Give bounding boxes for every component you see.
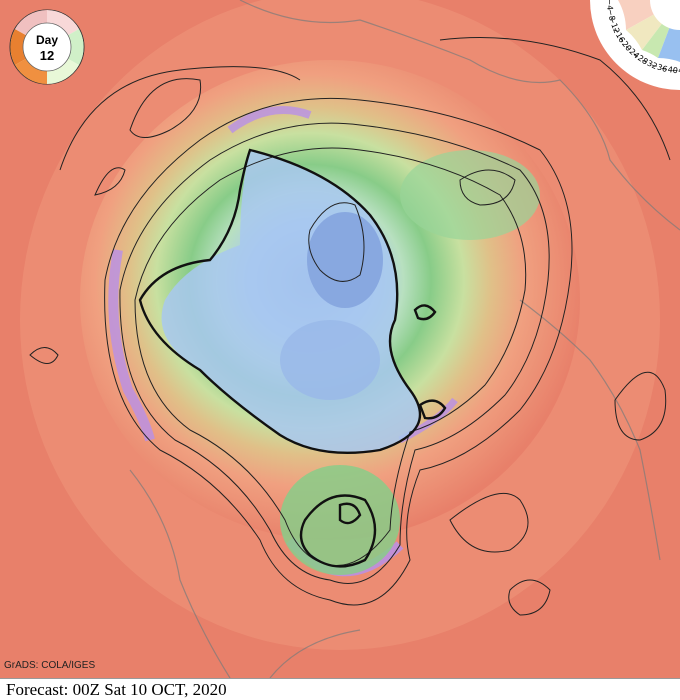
- scale-tick-label: −4: [605, 0, 615, 11]
- scale-tick-label: −44: [672, 66, 680, 75]
- cold-core-central: [280, 320, 380, 400]
- landmass-outline-americas: [129, 469, 361, 678]
- cold-core-north: [307, 212, 383, 308]
- footer-bar: Forecast: 00Z Sat 10 OCT, 2020: [0, 678, 680, 700]
- jet-edge-west: [108, 249, 155, 442]
- day-badge-title: Day: [36, 33, 58, 47]
- scale-tick-label: −8: [605, 8, 616, 21]
- forecast-map: [20, 0, 680, 678]
- height-contours-thin: [29, 37, 671, 616]
- day-badge-number: 12: [40, 48, 54, 63]
- temperature-scale-legend: −4−8−12−16−20−24−28−32−36−40−44: [590, 0, 680, 90]
- landmass-outline-asia: [239, 0, 680, 231]
- height-contours-thick: [138, 148, 447, 568]
- scale-tick-label: −40: [660, 64, 678, 75]
- forecast-label: Forecast: 00Z Sat 10 OCT, 2020: [6, 680, 227, 699]
- credit-text: GrADS: COLA/IGES: [4, 660, 96, 671]
- green-region-northeast: [400, 150, 540, 240]
- forecast-day-badge: Day 12: [9, 9, 85, 85]
- jet-edge-north: [227, 106, 312, 134]
